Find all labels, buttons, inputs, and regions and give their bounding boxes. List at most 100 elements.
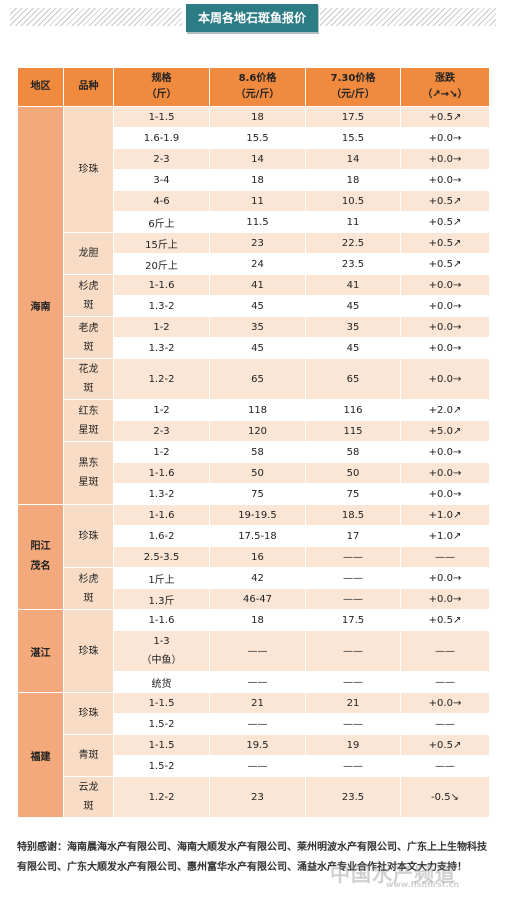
price-jul30-cell: 23.5 xyxy=(305,776,401,818)
change-cell: +0.0→ xyxy=(400,148,490,170)
change-cell: +0.5↗ xyxy=(400,609,490,631)
change-cell: +0.0→ xyxy=(400,692,490,714)
price-aug6-cell: 19.5 xyxy=(209,734,306,756)
spec-cell: 4-6 xyxy=(113,190,210,212)
header-label-line: （元/斤） xyxy=(235,89,280,100)
price-jul30-cell: 19 xyxy=(305,734,401,756)
price-jul30-cell: 41 xyxy=(305,274,401,296)
price-aug6-cell: 45 xyxy=(209,337,306,359)
price-jul30-cell: —— xyxy=(305,588,401,610)
price-aug6-cell: 14 xyxy=(209,148,306,170)
spec-cell: 1-1.5 xyxy=(113,692,210,714)
table-row: 1.3-2 75 75 +0.0→ xyxy=(18,483,490,505)
spec-cell: 6斤上 xyxy=(113,211,210,233)
change-cell: —— xyxy=(400,755,490,777)
table-row: 黑东 星斑 1-2 58 58 +0.0→ xyxy=(18,441,490,505)
spec-cell: 1.6-1.9 xyxy=(113,127,210,149)
change-cell: +0.0→ xyxy=(400,316,490,338)
table-row: 杉虎斑 1斤上 42 —— +0.0→ xyxy=(18,567,490,610)
table-row: 1.5-2 —— —— —— xyxy=(18,755,490,777)
spec-cell: 1.5-2 xyxy=(113,755,210,777)
col-variety-header: 品种 xyxy=(63,67,114,107)
spec-cell: 1-1.6 xyxy=(113,274,210,296)
page-title: 本周各地石斑鱼报价 xyxy=(186,4,318,32)
change-cell: —— xyxy=(400,546,490,568)
table-header-row: 地区 品种 规格 （斤） 8.6价格 （元/斤） 7.30价格 （元/斤） 涨跌 （↗→… xyxy=(17,67,490,107)
spec-cell: 1-2 xyxy=(113,399,210,421)
price-aug6-cell: 46-47 xyxy=(209,588,306,610)
table-row: 花龙斑 1.2-2 65 65 +0.0→ xyxy=(18,358,490,400)
change-cell: +0.5↗ xyxy=(400,106,490,128)
change-cell: +1.0↗ xyxy=(400,504,490,526)
change-cell: +0.0→ xyxy=(400,337,490,359)
spec-cell: 1-2 xyxy=(113,441,210,463)
watermark-logo: 中国水产频道 www.fishfirst.cn xyxy=(330,858,500,892)
spec-cell: 1斤上 xyxy=(113,567,210,589)
change-cell: +0.0→ xyxy=(400,567,490,589)
change-cell: +5.0↗ xyxy=(400,420,490,442)
table-row: 龙胆 15斤上 23 22.5 +0.5↗ xyxy=(18,232,490,275)
price-jul30-cell: 50 xyxy=(305,462,401,484)
price-aug6-cell: 120 xyxy=(209,420,306,442)
table-row: 6斤上 11.5 11 +0.5↗ xyxy=(18,211,490,233)
price-aug6-cell: 18 xyxy=(209,169,306,191)
price-aug6-cell: 58 xyxy=(209,441,306,463)
price-aug6-cell: 23 xyxy=(209,776,306,818)
price-jul30-cell: 75 xyxy=(305,483,401,505)
price-jul30-cell: 22.5 xyxy=(305,232,401,254)
spec-cell: 1.2-2 xyxy=(113,358,210,400)
header-label-line: 7.30价格 xyxy=(330,73,376,84)
spec-cell: 1.5-2 xyxy=(113,713,210,735)
spec-cell: 2.5-3.5 xyxy=(113,546,210,568)
change-cell: +0.0→ xyxy=(400,358,490,400)
variety-cell: 龙胆 xyxy=(63,232,114,275)
price-jul30-cell: —— xyxy=(305,630,401,672)
col-price-old-header: 7.30价格 （元/斤） xyxy=(305,67,401,107)
variety-cell: 红东 星斑 xyxy=(63,399,114,442)
change-cell: +0.5↗ xyxy=(400,211,490,233)
price-aug6-cell: 19-19.5 xyxy=(209,504,306,526)
spec-cell: 1-1.5 xyxy=(113,106,210,128)
price-jul30-cell: 17.5 xyxy=(305,609,401,631)
change-cell: +0.0→ xyxy=(400,169,490,191)
variety-cell: 珍珠 xyxy=(63,609,114,693)
variety-cell: 杉虎斑 xyxy=(63,567,114,610)
table-row: 老虎斑 1-2 35 35 +0.0→ xyxy=(18,316,490,359)
variety-cell: 杉虎斑 xyxy=(63,274,114,317)
table-row: 4-6 11 10.5 +0.5↗ xyxy=(18,190,490,212)
price-aug6-cell: —— xyxy=(209,671,306,693)
table-row: 阳江 茂名 珍珠 1-1.6 19-19.5 18.5 +1.0↗ xyxy=(17,504,490,610)
acknowledgement-text: 特别感谢：海南晨海水产有限公司、海南大顺发水产有限公司、莱州明波水产有限公司、广… xyxy=(17,842,487,873)
table-row: 1.3斤 46-47 —— +0.0→ xyxy=(18,588,490,610)
col-price-new-header: 8.6价格 （元/斤） xyxy=(209,67,306,107)
price-aug6-cell: 45 xyxy=(209,295,306,317)
spec-cell: 统货 xyxy=(113,671,210,693)
spec-cell: 15斤上 xyxy=(113,232,210,254)
price-jul30-cell: 18 xyxy=(305,169,401,191)
spec-cell: 2-3 xyxy=(113,420,210,442)
change-cell: —— xyxy=(400,713,490,735)
spec-cell: 3-4 xyxy=(113,169,210,191)
table-body: 海南 珍珠 1-1.5 18 17.5 +0.5↗ 1.6-1.9 15.5 15.5 +0.0→… xyxy=(17,106,490,818)
change-cell: +0.0→ xyxy=(400,483,490,505)
table-row: 20斤上 24 23.5 +0.5↗ xyxy=(18,253,490,275)
change-cell: +0.5↗ xyxy=(400,734,490,756)
change-cell: -0.5↘ xyxy=(400,776,490,818)
price-jul30-cell: 65 xyxy=(305,358,401,400)
header-banner: 本周各地石斑鱼报价 xyxy=(0,0,508,44)
region-cell: 福建 xyxy=(17,692,64,818)
header-label-line: （斤） xyxy=(146,89,177,100)
header-label-line: 涨跌 xyxy=(435,73,455,84)
price-aug6-cell: 50 xyxy=(209,462,306,484)
price-aug6-cell: 23 xyxy=(209,232,306,254)
table-row: 2.5-3.5 16 —— —— xyxy=(18,546,490,568)
price-jul30-cell: 14 xyxy=(305,148,401,170)
table-row: 海南 珍珠 1-1.5 18 17.5 +0.5↗ xyxy=(17,106,490,505)
change-cell: +1.0↗ xyxy=(400,525,490,547)
table-row: 统货 —— —— —— xyxy=(18,671,490,693)
spec-cell: 1-1.6 xyxy=(113,609,210,631)
price-aug6-cell: —— xyxy=(209,755,306,777)
variety-cell: 老虎斑 xyxy=(63,316,114,359)
price-aug6-cell: 35 xyxy=(209,316,306,338)
spec-cell: 1-1.5 xyxy=(113,734,210,756)
